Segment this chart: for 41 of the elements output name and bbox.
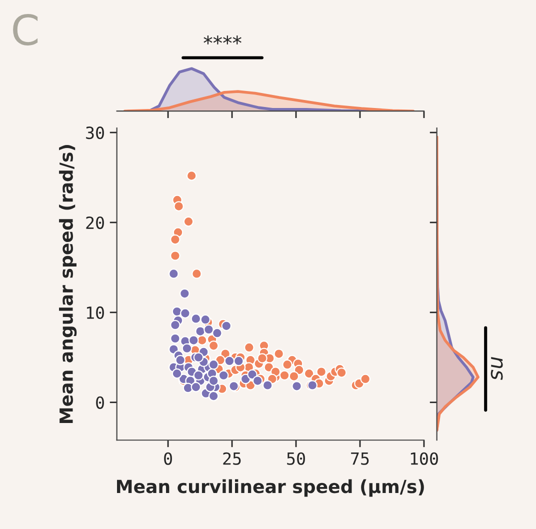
point <box>180 308 190 318</box>
point <box>204 324 214 335</box>
point <box>193 352 204 363</box>
point <box>172 368 182 379</box>
point <box>170 333 180 344</box>
x-tick-label: 50 <box>287 452 305 465</box>
point <box>170 320 180 330</box>
y-tick-label: 0 <box>96 396 104 409</box>
y-tick-label: 10 <box>86 306 104 320</box>
point <box>208 390 219 402</box>
point <box>180 288 190 299</box>
point <box>208 376 219 386</box>
text: **** <box>204 35 242 44</box>
x-axis-title: Mean curvilinear speed (µm/s) <box>117 479 424 497</box>
x-tick-label: 0 <box>164 452 172 465</box>
y-tick-label: 20 <box>86 216 104 230</box>
text: ns <box>490 357 503 380</box>
point <box>208 359 219 370</box>
point <box>234 356 244 366</box>
y-axis-title: Mean angular speed (rad/s) <box>59 145 77 423</box>
chart-title: C <box>13 14 38 46</box>
y-tick-label: 30 <box>86 126 104 140</box>
point <box>221 320 232 332</box>
point <box>200 314 211 325</box>
point <box>193 370 204 381</box>
point <box>212 328 222 338</box>
point <box>224 356 235 366</box>
point <box>168 268 179 279</box>
point <box>292 381 302 392</box>
point <box>175 354 186 366</box>
point <box>182 343 192 354</box>
point <box>218 370 229 381</box>
point <box>195 326 206 336</box>
point <box>190 314 202 324</box>
point <box>188 335 199 346</box>
point <box>262 380 273 390</box>
x-tick-label: 25 <box>223 452 241 465</box>
x-tick-label: 100 <box>410 452 438 465</box>
x-tick-label: 75 <box>351 452 369 465</box>
point <box>252 376 263 386</box>
point <box>190 382 202 392</box>
